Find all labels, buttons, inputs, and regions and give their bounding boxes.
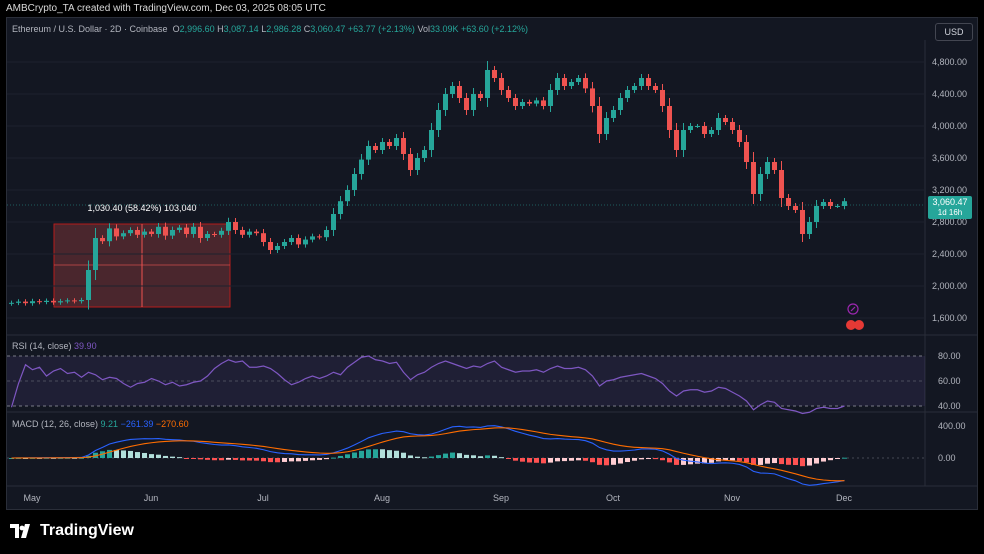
volume-change: +63.60 (+2.12%) [461, 24, 529, 34]
footer-bar [0, 510, 984, 554]
symbol-legend: Ethereum / U.S. Dollar · 2D · Coinbase O… [12, 24, 528, 34]
high-value: 3,087.14 [223, 24, 259, 34]
macd-signal-value: −270.60 [155, 419, 189, 429]
low-value: 2,986.28 [266, 24, 302, 34]
macd-label: MACD (12, 26, close) [12, 419, 99, 429]
rsi-legend: RSI (14, close) 39.90 [12, 341, 97, 351]
brand-name: TradingView [40, 522, 134, 539]
symbol-name[interactable]: Ethereum / U.S. Dollar · 2D · Coinbase [12, 24, 168, 34]
rsi-value: 39.90 [74, 341, 97, 351]
open-value: 2,996.60 [179, 24, 215, 34]
rsi-label: RSI (14, close) [12, 341, 72, 351]
macd-line-value: −261.39 [120, 419, 154, 429]
close-value: 3,060.47 [310, 24, 346, 34]
close-label: C [303, 24, 311, 34]
change-value: +63.77 (+2.13%) [347, 24, 415, 34]
volume-value: 33.09K [429, 24, 459, 34]
high-label: H [217, 24, 224, 34]
chart-frame [6, 17, 978, 510]
macd-legend: MACD (12, 26, close) 9.21 −261.39 −270.6… [12, 419, 189, 429]
volume-label: Vol [417, 24, 430, 34]
tradingview-logo[interactable]: TradingView [10, 522, 134, 540]
low-label: L [261, 24, 267, 34]
tradingview-logo-icon [10, 524, 30, 538]
currency-button[interactable]: USD [935, 23, 973, 41]
open-label: O [172, 24, 180, 34]
chart-credit: AMBCrypto_TA created with TradingView.co… [6, 3, 326, 14]
macd-hist-value: 9.21 [100, 419, 119, 429]
